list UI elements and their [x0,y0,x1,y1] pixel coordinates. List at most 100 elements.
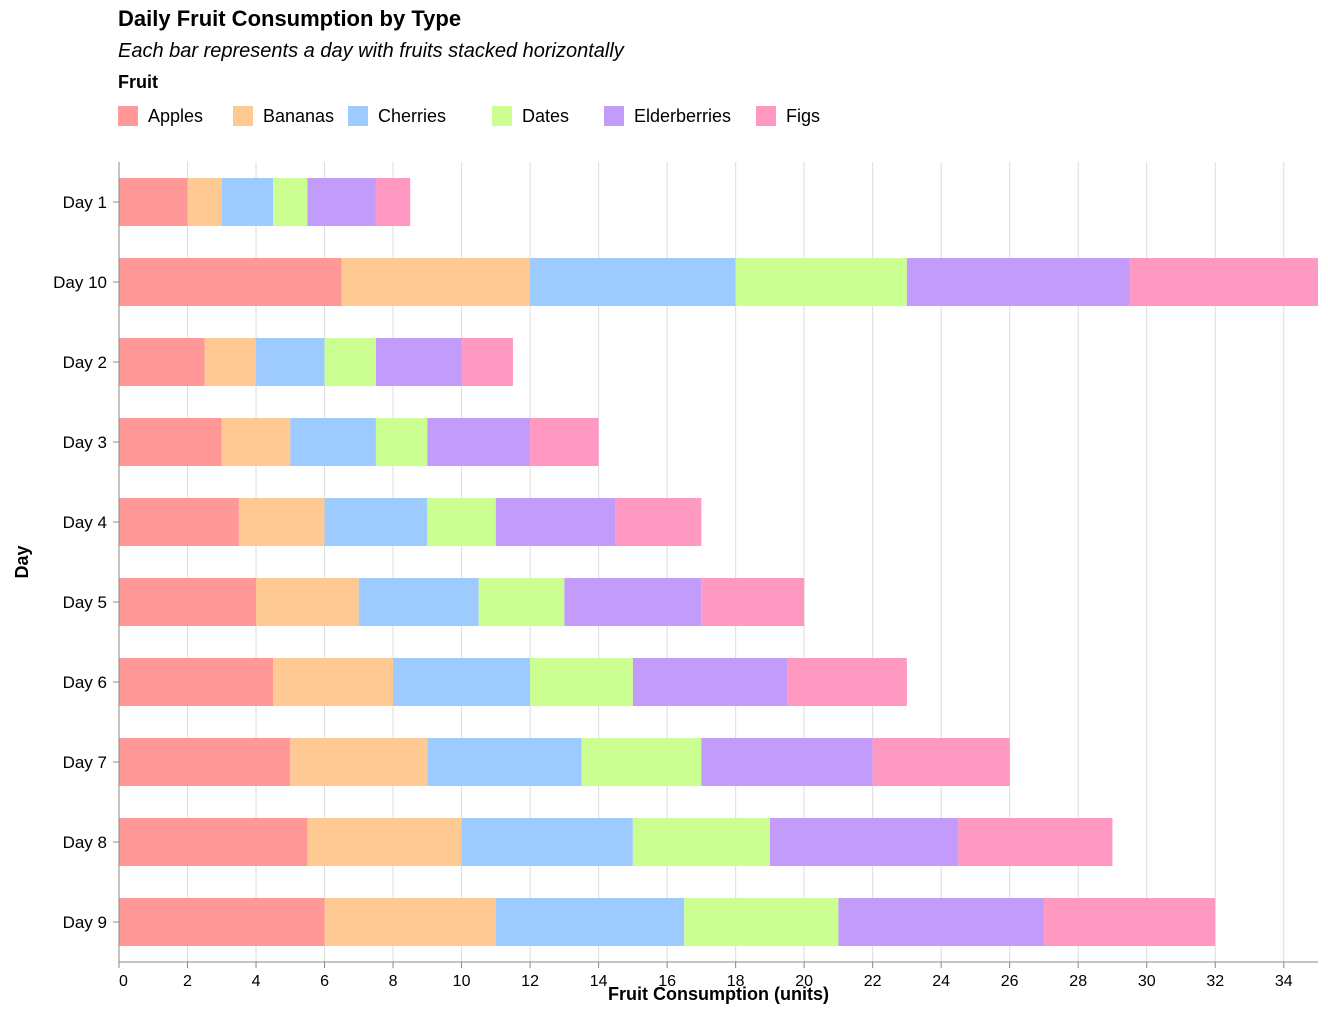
y-tick-label: Day 5 [63,593,107,612]
legend-title: Fruit [118,72,158,92]
x-tick-label: 20 [795,973,813,990]
legend-swatch [118,106,138,126]
bar-segment-elderberries [906,258,1130,306]
bar-segment-cherries [461,818,633,866]
legend-label: Apples [148,105,204,126]
y-tick-label: Day 4 [63,513,107,532]
legend-label: Bananas [263,105,335,126]
y-tick-label: Day 7 [63,753,107,772]
x-tick-label: 32 [1206,973,1224,990]
bar-segment-dates [632,818,770,866]
x-tick-label: 0 [119,973,128,990]
bar-segment-dates [375,418,428,466]
bar-segment-dates [478,578,565,626]
y-tick-label: Day 3 [63,433,107,452]
bar-segment-bananas [187,178,222,226]
bar-segment-apples [119,498,239,546]
legend-swatch [756,106,776,126]
x-tick-label: 24 [932,973,950,990]
y-tick-label: Day 2 [63,353,107,372]
legend-label: Figs [786,105,821,126]
y-tick-label: Day 8 [63,833,107,852]
x-tick-label: 28 [1069,973,1087,990]
bar-segment-cherries [290,418,376,466]
bar-segment-elderberries [495,498,616,546]
bar-segment-figs [530,418,599,466]
x-tick-label: 8 [389,973,398,990]
y-tick-label: Day 10 [53,273,107,292]
x-tick-label: 4 [252,973,261,990]
x-tick-label: 16 [658,973,676,990]
bar-segment-dates [324,338,376,386]
bar-segment-bananas [324,898,496,946]
bar-segment-cherries [393,658,531,706]
x-tick-label: 34 [1275,973,1293,990]
bar-segment-dates [273,178,308,226]
legend-swatch [348,106,368,126]
bar-segment-elderberries [564,578,702,626]
y-tick-label: Day 1 [63,193,107,212]
bar-segment-bananas [341,258,531,306]
bar-segment-bananas [238,498,325,546]
legend-label: Dates [522,105,570,126]
bar-segment-bananas [204,338,257,386]
bar-segment-apples [119,818,308,866]
bar-segment-cherries [358,578,479,626]
bar-segment-elderberries [838,898,1044,946]
legend-item-dates: Dates [492,104,569,128]
bar-segment-figs [1043,898,1216,946]
bar-segment-cherries [495,898,685,946]
x-tick-label: 18 [727,973,745,990]
y-axis-title: Day [12,545,32,578]
bar-segment-dates [530,658,633,706]
bar-segment-bananas [290,738,428,786]
legend-swatch [492,106,512,126]
bar-segment-elderberries [307,178,376,226]
x-tick-label: 6 [320,973,329,990]
bar-segment-figs [461,338,513,386]
x-tick-label: 30 [1138,973,1156,990]
bar-segment-dates [427,498,496,546]
legend-item-elderberries: Elderberries [604,104,731,128]
bar-segment-apples [119,738,291,786]
chart-subtitle: Each bar represents a day with fruits st… [118,40,624,62]
bar-segment-bananas [307,818,462,866]
x-tick-label: 10 [453,973,471,990]
x-axis-title: Fruit Consumption (units) [608,984,829,1004]
y-tick-label: Day 9 [63,913,107,932]
legend-label: Elderberries [634,105,732,126]
bar-segment-dates [581,738,702,786]
bar-segment-apples [119,178,188,226]
bar-segment-figs [1129,258,1318,306]
bar-segment-figs [787,658,907,706]
legend-swatch [233,106,253,126]
y-tick-label: Day 6 [63,673,107,692]
x-tick-label: 22 [864,973,882,990]
bar-segment-elderberries [632,658,788,706]
bar-segment-bananas [221,418,291,466]
bar-segment-elderberries [427,418,531,466]
legend-item-bananas: Bananas [233,104,334,128]
bar-segment-figs [872,738,1010,786]
bar-segment-bananas [256,578,359,626]
bar-segment-apples [119,338,205,386]
bar-segment-dates [684,898,839,946]
legend-item-figs: Figs [756,104,820,128]
bar-segment-figs [375,178,411,226]
bar-segment-cherries [530,258,736,306]
bar-segment-apples [119,658,274,706]
legend-item-cherries: Cherries [348,104,446,128]
bar-segment-apples [119,418,222,466]
bar-segment-elderberries [375,338,462,386]
bar-segment-apples [119,578,257,626]
legend-item-apples: Apples [118,104,203,128]
legend-label: Cherries [378,105,447,126]
bar-segment-cherries [427,738,582,786]
bar-segment-figs [615,498,702,546]
chart-title: Daily Fruit Consumption by Type [118,6,462,31]
bar-segment-apples [119,898,325,946]
bar-segment-figs [701,578,805,626]
bar-segment-dates [735,258,907,306]
bar-segment-bananas [273,658,394,706]
